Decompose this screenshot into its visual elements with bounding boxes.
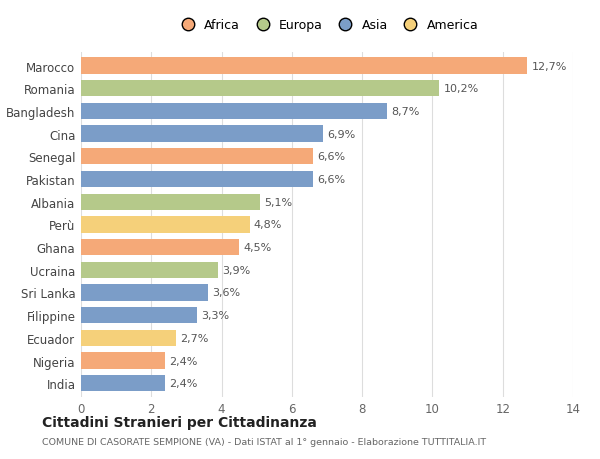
Text: 6,9%: 6,9% [328, 129, 356, 140]
Bar [81, 330, 176, 346]
Text: 6,6%: 6,6% [317, 152, 345, 162]
Text: 3,9%: 3,9% [222, 265, 251, 275]
Text: Cittadini Stranieri per Cittadinanza: Cittadini Stranieri per Cittadinanza [42, 415, 317, 429]
Text: 4,8%: 4,8% [254, 220, 282, 230]
Bar [81, 81, 439, 97]
Bar [81, 217, 250, 233]
Text: 2,4%: 2,4% [170, 356, 198, 366]
Text: 4,5%: 4,5% [244, 242, 272, 252]
Bar [81, 172, 313, 188]
Bar [81, 262, 218, 278]
Bar [81, 104, 387, 120]
Text: 3,3%: 3,3% [201, 310, 229, 320]
Text: 8,7%: 8,7% [391, 106, 419, 117]
Text: 6,6%: 6,6% [317, 174, 345, 185]
Text: 2,4%: 2,4% [170, 379, 198, 388]
Text: 3,6%: 3,6% [212, 288, 240, 298]
Bar [81, 375, 166, 392]
Text: 2,7%: 2,7% [180, 333, 208, 343]
Text: 5,1%: 5,1% [265, 197, 293, 207]
Bar [81, 308, 197, 324]
Bar [81, 353, 166, 369]
Bar [81, 285, 208, 301]
Bar [81, 58, 527, 74]
Text: COMUNE DI CASORATE SEMPIONE (VA) - Dati ISTAT al 1° gennaio - Elaborazione TUTTI: COMUNE DI CASORATE SEMPIONE (VA) - Dati … [42, 437, 486, 446]
Bar [81, 126, 323, 142]
Bar [81, 149, 313, 165]
Text: 10,2%: 10,2% [443, 84, 479, 94]
Bar [81, 240, 239, 256]
Text: 12,7%: 12,7% [532, 62, 567, 71]
Bar [81, 194, 260, 210]
Legend: Africa, Europa, Asia, America: Africa, Europa, Asia, America [176, 19, 478, 33]
